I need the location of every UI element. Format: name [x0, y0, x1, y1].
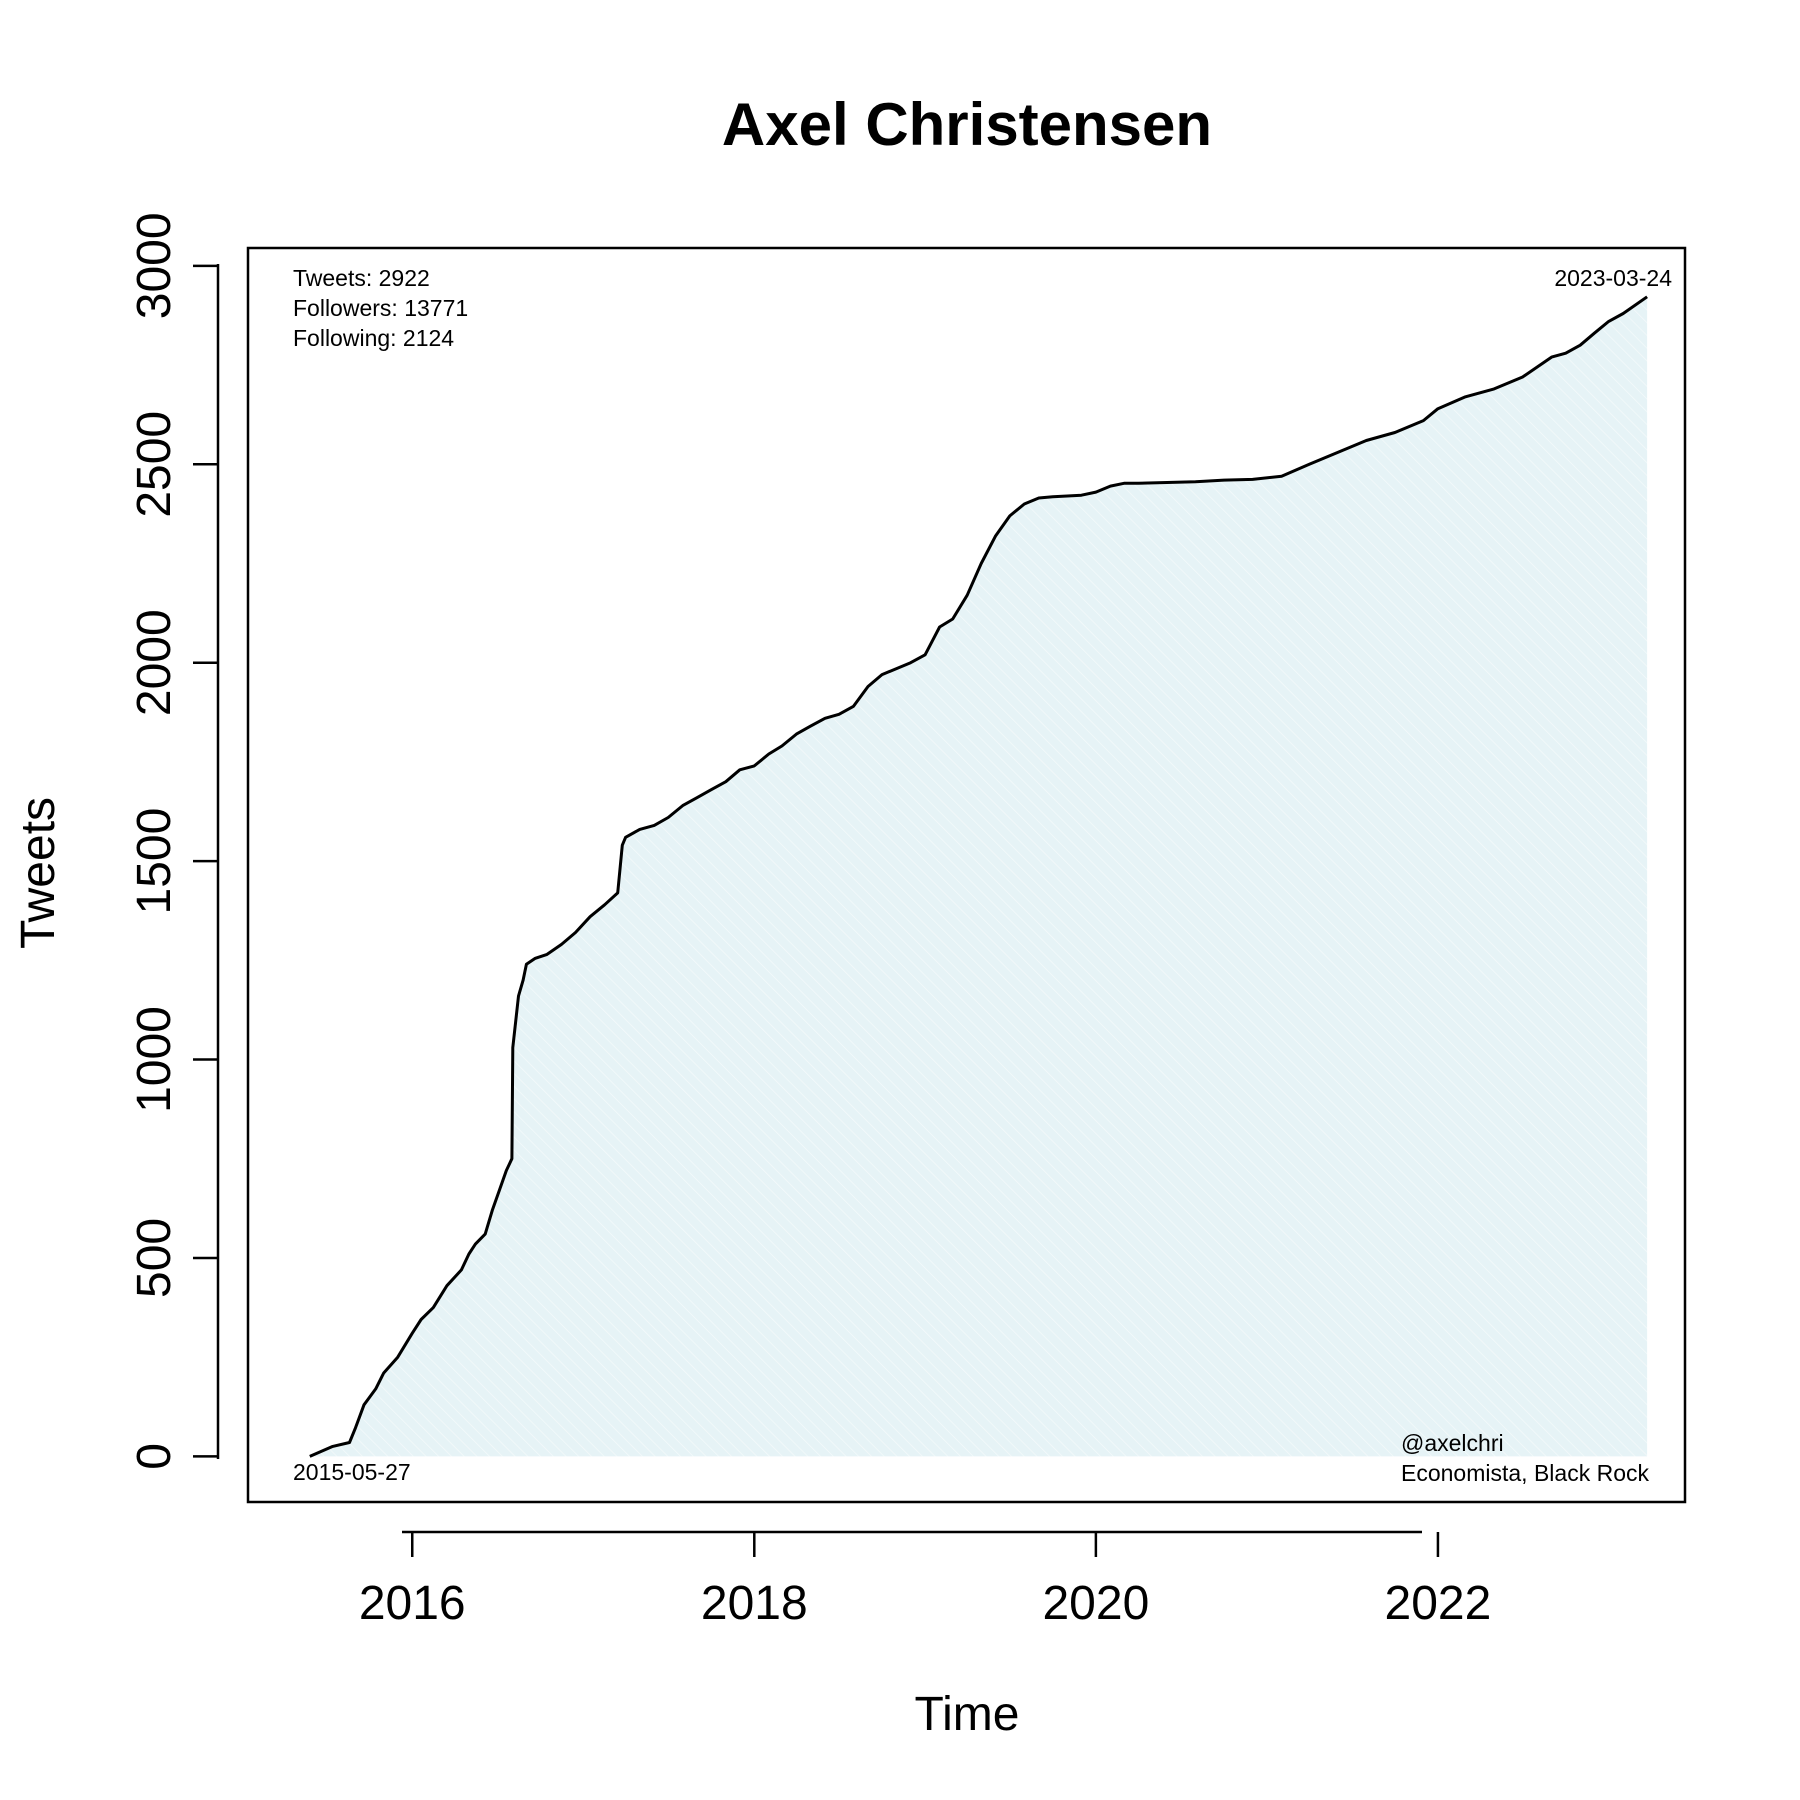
y-tick-label-3000: 3000 [128, 212, 181, 319]
x-tick-label-2020: 2020 [1042, 1577, 1149, 1630]
stat-tweets: Tweets: 2922 [293, 265, 430, 291]
y-tick-label-2500: 2500 [128, 411, 181, 518]
y-axis-label: Tweets [12, 797, 65, 949]
x-tick-label-2018: 2018 [701, 1577, 808, 1630]
x-axis: 2016 2018 2020 2022 [359, 1530, 1492, 1630]
plot-frame [246, 246, 1687, 1504]
handle-label: @axelchri [1401, 1430, 1504, 1456]
y-tick-label-1000: 1000 [128, 1006, 181, 1113]
start-date-label: 2015-05-27 [293, 1459, 411, 1485]
y-tick-label-1500: 1500 [128, 808, 181, 915]
y-tick-label-2000: 2000 [128, 609, 181, 716]
plot-layer [309, 295, 1648, 1458]
stat-followers: Followers: 13771 [293, 295, 468, 321]
area-fill [309, 296, 1648, 1457]
x-tick-label-2022: 2022 [1385, 1577, 1492, 1630]
stat-following: Following: 2124 [293, 325, 454, 351]
chart-title: Axel Christensen [722, 91, 1212, 158]
y-tick-label-0: 0 [128, 1443, 181, 1470]
bio-label: Economista, Black Rock [1401, 1460, 1649, 1486]
y-tick-label-500: 500 [128, 1218, 181, 1298]
x-axis-label: Time [915, 1688, 1020, 1741]
y-axis: 0 500 1000 1500 2000 2500 3000 [128, 212, 220, 1470]
x-tick-label-2016: 2016 [359, 1577, 466, 1630]
series-line-tweets [309, 295, 1648, 1458]
end-date-label: 2023-03-24 [1554, 265, 1672, 291]
